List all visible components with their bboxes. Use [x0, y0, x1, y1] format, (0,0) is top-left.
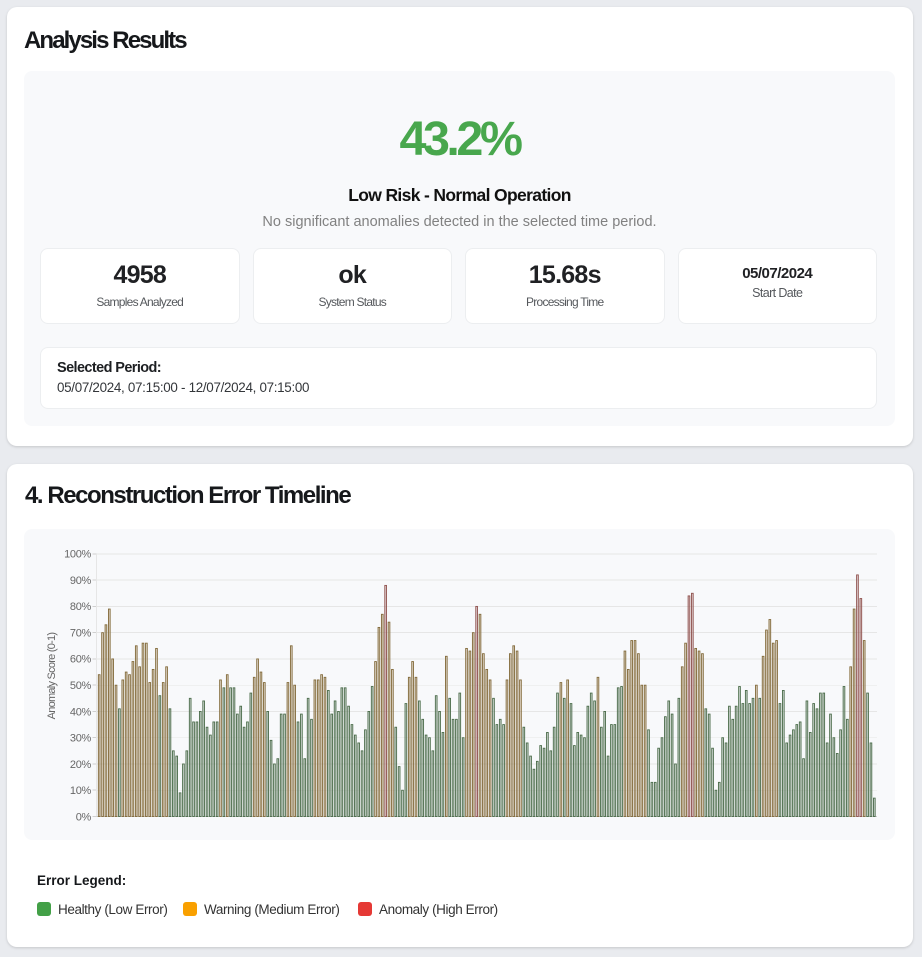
svg-text:80%: 80% [70, 601, 92, 613]
svg-text:50%: 50% [70, 680, 92, 692]
svg-text:90%: 90% [70, 575, 92, 587]
svg-text:10%: 10% [70, 785, 92, 797]
svg-text:40%: 40% [70, 706, 92, 718]
svg-text:20%: 20% [70, 759, 92, 771]
svg-text:60%: 60% [70, 654, 92, 666]
svg-text:100%: 100% [64, 549, 91, 561]
svg-text:Anomaly Score (0-1): Anomaly Score (0-1) [46, 633, 58, 720]
svg-text:30%: 30% [70, 733, 92, 745]
svg-text:70%: 70% [70, 627, 92, 639]
svg-text:0%: 0% [76, 811, 92, 823]
